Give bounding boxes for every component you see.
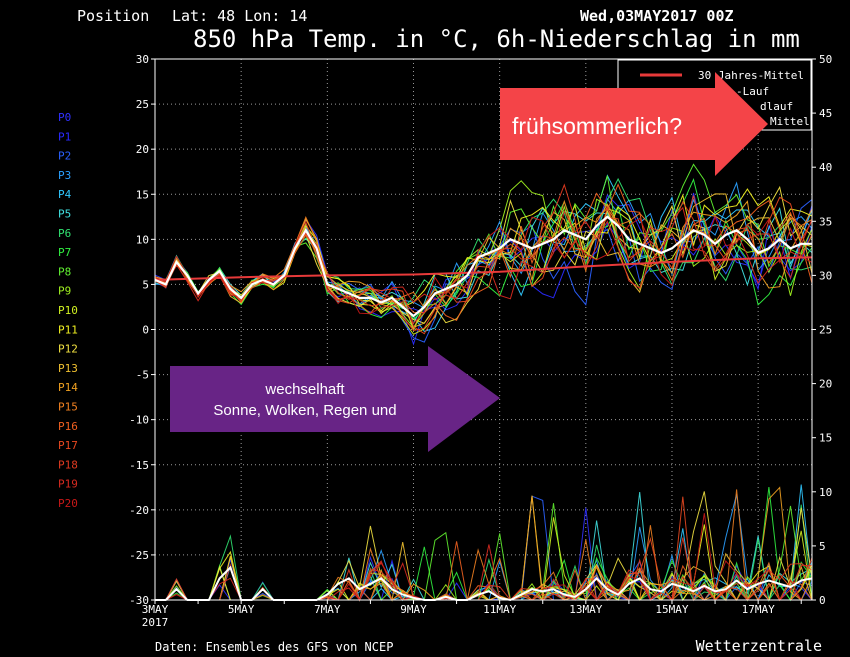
legend-entry-run: -Lauf — [736, 85, 769, 98]
member-label-p5: P5 — [58, 208, 71, 221]
member-precip-line — [155, 541, 812, 602]
ensemble-mean-precip-line — [155, 565, 813, 602]
frueh-arrow-text: frühsommerlich? — [512, 113, 682, 139]
wechselhaft-line2: Sonne, Wolken, Regen und — [213, 402, 396, 419]
position-label: Position — [77, 7, 149, 25]
y-tick-label-right: 35 — [819, 215, 832, 228]
member-label-p15: P15 — [58, 401, 78, 414]
member-precip-line — [155, 489, 813, 602]
ensemble-mean-temp-line — [154, 215, 812, 318]
y-tick-label-left: 20 — [136, 143, 149, 156]
legend-entry-control: dlauf — [760, 100, 793, 113]
member-label-p0: P0 — [58, 111, 71, 124]
x-tick-label: 15MAY — [655, 603, 688, 616]
x-tick-label: 11MAY — [483, 603, 516, 616]
x-tick-label: 13MAY — [569, 603, 602, 616]
x-year-label: 2017 — [142, 616, 169, 629]
member-label-p18: P18 — [58, 458, 78, 471]
frueh-arrow: frühsommerlich? — [500, 72, 768, 176]
member-label-p2: P2 — [58, 150, 71, 163]
member-temp-line — [154, 177, 813, 321]
member-label-p10: P10 — [58, 304, 78, 317]
y-tick-label-right: 10 — [819, 486, 832, 499]
y-tick-label-right: 45 — [819, 107, 832, 120]
y-tick-label-left: 25 — [136, 98, 149, 111]
member-label-p16: P16 — [58, 420, 78, 433]
x-tick-label: 9MAY — [400, 603, 427, 616]
member-label-p3: P3 — [58, 169, 71, 182]
y-tick-label-right: 0 — [819, 594, 826, 607]
y-tick-label-right: 30 — [819, 269, 832, 282]
chart-grid — [155, 59, 812, 600]
member-temp-line — [154, 203, 813, 335]
y-tick-label-left: 15 — [136, 188, 149, 201]
axes: 302520151050-5-10-15-20-25-3050454035302… — [129, 53, 832, 629]
y-tick-label-left: -30 — [129, 594, 149, 607]
member-label-p19: P19 — [58, 478, 78, 491]
member-label-p7: P7 — [58, 246, 71, 259]
member-label-p12: P12 — [58, 343, 78, 356]
y-tick-label-right: 40 — [819, 161, 832, 174]
member-temp-line — [154, 206, 813, 307]
y-tick-label-left: -5 — [136, 369, 149, 382]
climate-mean-line — [154, 256, 813, 281]
x-tick-label: 5MAY — [228, 603, 255, 616]
member-label-p8: P8 — [58, 265, 71, 278]
member-label-p20: P20 — [58, 497, 78, 510]
member-label-p6: P6 — [58, 227, 71, 240]
member-temp-line — [154, 193, 813, 328]
ensemble-mean-layer — [154, 215, 813, 602]
lat-lon: Lat: 48 Lon: 14 — [172, 7, 307, 25]
legend-entry-mean: Mittel — [770, 115, 810, 128]
member-precip-line — [155, 504, 813, 602]
member-label-p13: P13 — [58, 362, 78, 375]
y-tick-label-left: 30 — [136, 53, 149, 66]
y-tick-label-right: 25 — [819, 324, 832, 337]
y-tick-label-left: -25 — [129, 549, 149, 562]
x-tick-label: 17MAY — [742, 603, 775, 616]
y-tick-label-left: -20 — [129, 504, 149, 517]
member-label-p9: P9 — [58, 285, 71, 298]
y-tick-label-right: 50 — [819, 53, 832, 66]
member-legend: P0 P1 P2 P3 P4 P5 P6 P7 P8 P9 P10 P11 P12 P13 P14 P15 P1… — [58, 111, 78, 510]
y-tick-label-left: 10 — [136, 233, 149, 246]
y-tick-label-left: -15 — [129, 459, 149, 472]
member-label-p1: P1 — [58, 130, 71, 143]
y-tick-label-left: 5 — [142, 278, 149, 291]
y-tick-label-left: 0 — [142, 324, 149, 337]
member-temp-line — [154, 215, 813, 325]
data-source: Daten: Ensembles des GFS von NCEP — [155, 640, 393, 654]
member-label-p14: P14 — [58, 381, 78, 394]
wechselhaft-arrow: wechselhaft Sonne, Wolken, Regen und — [170, 346, 500, 452]
climate-mean-layer — [154, 256, 813, 281]
legend-entry-climate: 30 Jahres-Mittel — [698, 69, 804, 82]
y-tick-label-right: 15 — [819, 432, 832, 445]
x-tick-label: 3MAY — [142, 603, 169, 616]
chart-title: 850 hPa Temp. in °C, 6h-Niederschlag in … — [193, 25, 800, 53]
y-tick-label-right: 5 — [819, 540, 826, 553]
run-date: Wed,03MAY2017 00Z — [580, 7, 734, 25]
brand-watermark: Wetterzentrale — [696, 637, 822, 655]
wechselhaft-line1: wechselhaft — [264, 381, 345, 398]
member-label-p11: P11 — [58, 323, 78, 336]
y-tick-label-left: -10 — [129, 414, 149, 427]
x-tick-label: 7MAY — [314, 603, 341, 616]
y-tick-label-right: 20 — [819, 378, 832, 391]
member-precip-line — [155, 487, 813, 602]
member-label-p4: P4 — [58, 188, 72, 201]
member-label-p17: P17 — [58, 439, 78, 452]
